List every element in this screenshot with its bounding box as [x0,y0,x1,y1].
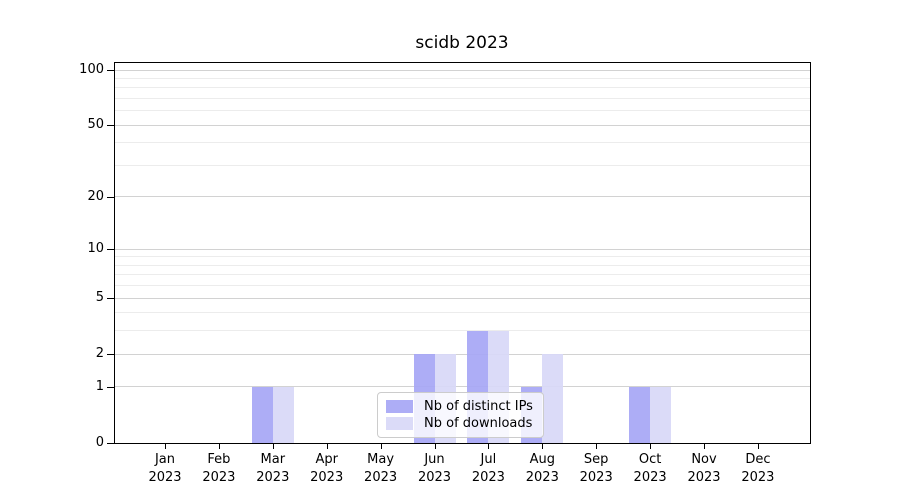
x-tick [272,444,274,449]
x-tick-label: May 2023 [364,452,398,485]
legend-swatch-distinct-ips [386,400,413,413]
x-tick-label: Jul 2023 [471,452,505,485]
y-tick-label: 0 [95,435,104,450]
x-tick [542,444,544,449]
x-tick-label: Aug 2023 [525,452,559,485]
y-tick-label: 5 [95,290,104,306]
gridline-minor [114,97,810,99]
chart-title: scidb 2023 [415,33,509,53]
gridline-major [114,124,810,126]
y-tick-label: 50 [87,117,104,133]
y-tick-label: 10 [87,241,104,257]
gridline-minor [114,77,810,79]
x-tick-label: Dec 2023 [741,452,775,485]
legend-swatch-downloads [386,417,413,430]
legend-item-downloads: Nb of downloads [386,415,535,432]
bar-nb-of-downloads-aug [542,354,564,443]
x-axis-line [114,443,811,444]
y-tick [107,443,114,444]
gridline-minor [114,264,810,266]
y-tick [107,70,114,71]
right-spine [810,62,811,444]
gridline-minor [114,274,810,276]
x-tick-label: Feb 2023 [202,452,236,485]
gridline-major [114,196,810,198]
gridline-major [114,386,810,388]
x-tick [326,444,328,449]
x-tick [596,444,598,449]
bar-nb-of-downloads-oct [650,386,672,443]
gridline-minor [114,312,810,314]
x-tick-label: Apr 2023 [310,452,344,485]
y-tick-label: 100 [79,62,104,77]
y-tick-label: 2 [95,346,104,362]
legend-item-distinct-ips: Nb of distinct IPs [386,398,535,415]
gridline-minor [114,330,810,332]
gridline-minor [114,285,810,287]
y-tick-label: 1 [95,378,104,394]
y-axis-line [114,62,115,444]
x-tick-label: Jun 2023 [417,452,452,485]
x-tick [434,444,436,449]
y-tick [107,354,114,356]
legend-label-downloads: Nb of downloads [424,416,533,431]
x-tick [488,444,490,449]
gridline-minor [114,256,810,258]
y-tick [107,125,114,127]
gridline-major [114,248,810,250]
gridline-major [114,69,810,71]
x-tick-label: Jan 2023 [148,452,182,485]
y-tick [107,249,114,251]
x-tick-label: Oct 2023 [633,452,667,485]
gridline-minor [114,142,810,144]
legend: Nb of distinct IPs Nb of downloads [377,392,544,438]
x-tick [757,444,759,449]
x-tick [218,444,220,449]
y-tick-label: 20 [87,188,104,204]
x-tick-label: Sep 2023 [579,452,613,485]
gridline-minor [114,87,810,89]
x-tick [650,444,652,449]
y-tick [107,196,114,198]
x-tick [165,444,166,449]
y-tick [107,386,114,388]
x-tick-label: Mar 2023 [256,452,290,485]
x-tick-label: Nov 2023 [687,452,721,485]
x-tick [380,444,382,449]
gridline-major [114,297,810,299]
bar-nb-of-distinct-ips-mar [251,386,273,443]
gridline-minor [114,164,810,166]
legend-label-distinct-ips: Nb of distinct IPs [424,399,533,414]
top-spine [114,62,811,63]
y-tick [107,298,114,300]
bar-nb-of-downloads-mar [272,386,294,443]
bar-nb-of-distinct-ips-oct [629,386,651,443]
gridline-minor [114,110,810,112]
x-tick [704,444,705,449]
gridline-major [114,353,810,355]
